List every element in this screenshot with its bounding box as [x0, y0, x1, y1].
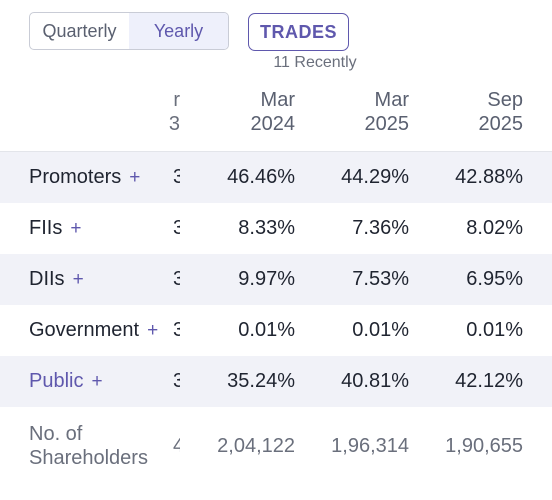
cell-mar-2025: 7.53%: [352, 268, 409, 290]
cell-sep-2025: 42.88%: [455, 166, 523, 188]
cell-mar-2025: 7.36%: [352, 217, 409, 239]
column-header-month: Mar: [260, 89, 295, 111]
partial-cell: 3: [173, 370, 180, 392]
cell-mar-2024: 8.33%: [238, 217, 295, 239]
table-row-shareholders: No. of Shareholders 4 2,04,122 1,96,314 …: [0, 419, 552, 473]
column-header-partial-line1: r: [173, 89, 180, 111]
row-label-text: Promoters: [29, 166, 122, 188]
cell-mar-2024: 9.97%: [238, 268, 295, 290]
cell-mar-2025: 44.29%: [341, 166, 409, 188]
table-row-government: Government + 3 0.01% 0.01% 0.01%: [0, 305, 552, 356]
cell-sep-2025: 8.02%: [466, 217, 523, 239]
row-label-text: FIIs: [29, 217, 63, 239]
column-header-sep-2025: Sep 2025: [458, 88, 524, 136]
row-label-text: Government: [29, 319, 140, 341]
cell-sep-2025: 1,90,655: [445, 434, 523, 457]
expand-plus-icon[interactable]: +: [70, 217, 82, 239]
column-header-year: 2025: [478, 113, 524, 135]
partial-cell: 3: [173, 319, 180, 341]
cell-mar-2025: 40.81%: [341, 370, 409, 392]
partial-cell: 3: [173, 217, 180, 239]
column-header-mar-2024: Mar 2024: [230, 88, 296, 136]
table-row-diis: DIIs + 3 9.97% 7.53% 6.95%: [0, 254, 552, 305]
row-label[interactable]: Promoters +: [29, 152, 140, 203]
row-label: No. of Shareholders: [29, 419, 148, 473]
table-row-public: Public + 3 35.24% 40.81% 42.12%: [0, 356, 552, 407]
row-label[interactable]: FIIs +: [29, 203, 81, 254]
expand-plus-icon[interactable]: +: [129, 166, 141, 188]
row-label[interactable]: Public +: [29, 356, 103, 407]
expand-plus-icon[interactable]: +: [147, 319, 159, 341]
expand-plus-icon[interactable]: +: [72, 268, 84, 290]
partial-cell: 3: [173, 166, 180, 188]
row-label-line1: No. of: [29, 423, 83, 445]
cell-sep-2025: 6.95%: [466, 268, 523, 290]
row-label[interactable]: DIIs +: [29, 254, 84, 305]
trades-button[interactable]: TRADES: [248, 13, 349, 51]
expand-plus-icon[interactable]: +: [91, 370, 103, 392]
trades-recent-count: 11 Recently: [273, 54, 357, 71]
partial-cell: 4: [173, 434, 180, 457]
cell-mar-2024: 46.46%: [227, 166, 295, 188]
quarterly-option[interactable]: Quarterly: [42, 20, 117, 41]
column-header-year: 2025: [364, 113, 410, 135]
cell-mar-2025: 0.01%: [352, 319, 409, 341]
cell-mar-2024: 35.24%: [227, 370, 295, 392]
cell-sep-2025: 0.01%: [466, 319, 523, 341]
row-label-text: DIIs: [29, 268, 65, 290]
row-label-text: Public: [29, 370, 84, 392]
period-toggle: Quarterly Yearly: [29, 12, 229, 50]
column-header-mar-2025: Mar 2025: [344, 88, 410, 136]
header-divider: [0, 151, 552, 152]
partial-cell: 3: [173, 268, 180, 290]
table-row-fiis: FIIs + 3 8.33% 7.36% 8.02%: [0, 203, 552, 254]
column-header-month: Sep: [487, 89, 523, 111]
row-label[interactable]: Government +: [29, 305, 158, 356]
cell-sep-2025: 42.12%: [455, 370, 523, 392]
table-row-promoters: Promoters + 3 46.46% 44.29% 42.88%: [0, 152, 552, 203]
cell-mar-2024: 0.01%: [238, 319, 295, 341]
column-header-partial: r 3: [168, 88, 180, 140]
cell-mar-2024: 2,04,122: [217, 434, 295, 457]
column-header-year: 2024: [250, 113, 296, 135]
row-label-line2: Shareholders: [29, 447, 148, 469]
cell-mar-2025: 1,96,314: [331, 434, 409, 457]
column-header-partial-line2: 3: [168, 113, 180, 135]
yearly-option[interactable]: Yearly: [129, 13, 228, 49]
column-header-month: Mar: [374, 89, 409, 111]
